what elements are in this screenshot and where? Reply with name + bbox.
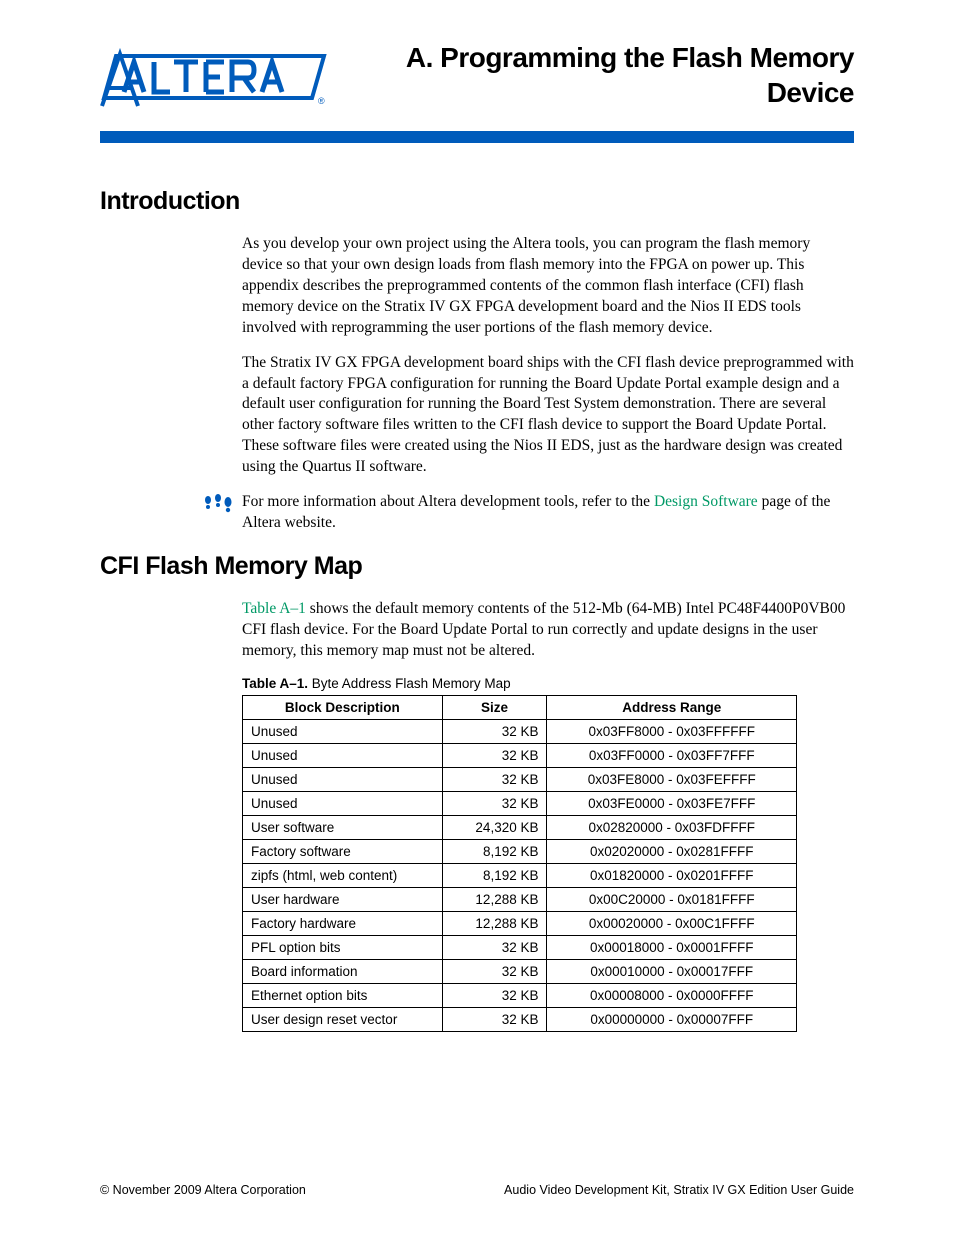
info-note: For more information about Altera develo… [242, 492, 854, 534]
cell-description: Unused [243, 791, 443, 815]
header-divider [100, 131, 854, 143]
cell-size: 32 KB [442, 1007, 547, 1031]
cell-size: 32 KB [442, 743, 547, 767]
cell-size: 24,320 KB [442, 815, 547, 839]
cell-address: 0x00018000 - 0x0001FFFF [547, 935, 797, 959]
col-header-size: Size [442, 695, 547, 719]
cell-address: 0x00008000 - 0x0000FFFF [547, 983, 797, 1007]
col-header-description: Block Description [243, 695, 443, 719]
table-row: Factory hardware12,288 KB0x00020000 - 0x… [243, 911, 797, 935]
table-ref-link[interactable]: Table A–1 [242, 600, 306, 617]
heading-introduction: Introduction [100, 187, 854, 216]
cell-size: 32 KB [442, 935, 547, 959]
cell-address: 0x00000000 - 0x00007FFF [547, 1007, 797, 1031]
flash-memory-table: Block Description Size Address Range Unu… [242, 695, 797, 1032]
cell-address: 0x00010000 - 0x00017FFF [547, 959, 797, 983]
cell-description: Ethernet option bits [243, 983, 443, 1007]
info-footsteps-icon [200, 494, 234, 519]
cell-size: 32 KB [442, 719, 547, 743]
table-row: zipfs (html, web content)8,192 KB0x01820… [243, 863, 797, 887]
cell-size: 32 KB [442, 959, 547, 983]
col-header-address: Address Range [547, 695, 797, 719]
cell-size: 12,288 KB [442, 887, 547, 911]
table-row: Unused32 KB0x03FE8000 - 0x03FEFFFF [243, 767, 797, 791]
cell-address: 0x02820000 - 0x03FDFFFF [547, 815, 797, 839]
cell-description: Board information [243, 959, 443, 983]
table-row: User software24,320 KB0x02820000 - 0x03F… [243, 815, 797, 839]
table-row: User design reset vector32 KB0x00000000 … [243, 1007, 797, 1031]
cell-description: User hardware [243, 887, 443, 911]
cell-size: 32 KB [442, 791, 547, 815]
cell-description: Factory hardware [243, 911, 443, 935]
map-para-1-rest: shows the default memory contents of the… [242, 600, 845, 659]
cell-address: 0x00C20000 - 0x0181FFFF [547, 887, 797, 911]
table-header-row: Block Description Size Address Range [243, 695, 797, 719]
intro-para-1: As you develop your own project using th… [242, 234, 854, 339]
map-para-1: Table A–1 shows the default memory conte… [242, 599, 854, 662]
cell-description: Unused [243, 767, 443, 791]
cell-address: 0x03FF0000 - 0x03FF7FFF [547, 743, 797, 767]
table-row: Unused32 KB0x03FF0000 - 0x03FF7FFF [243, 743, 797, 767]
heading-cfi-map: CFI Flash Memory Map [100, 552, 854, 581]
table-row: Ethernet option bits32 KB0x00008000 - 0x… [243, 983, 797, 1007]
cell-description: Factory software [243, 839, 443, 863]
cell-description: Unused [243, 719, 443, 743]
cell-size: 12,288 KB [442, 911, 547, 935]
cell-size: 8,192 KB [442, 863, 547, 887]
cell-address: 0x01820000 - 0x0201FFFF [547, 863, 797, 887]
cell-address: 0x03FF8000 - 0x03FFFFFF [547, 719, 797, 743]
footer-right: Audio Video Development Kit, Stratix IV … [504, 1183, 854, 1197]
table-row: Unused32 KB0x03FF8000 - 0x03FFFFFF [243, 719, 797, 743]
cell-description: User software [243, 815, 443, 839]
intro-para-2: The Stratix IV GX FPGA development board… [242, 353, 854, 479]
table-caption: Table A–1. Byte Address Flash Memory Map [242, 676, 854, 691]
table-caption-rest: Byte Address Flash Memory Map [308, 676, 511, 691]
footer-left: © November 2009 Altera Corporation [100, 1183, 306, 1197]
cell-description: Unused [243, 743, 443, 767]
info-text-pre: For more information about Altera develo… [242, 493, 654, 510]
design-software-link[interactable]: Design Software [654, 493, 758, 510]
cell-address: 0x03FE0000 - 0x03FE7FFF [547, 791, 797, 815]
cell-address: 0x00020000 - 0x00C1FFFF [547, 911, 797, 935]
cell-description: zipfs (html, web content) [243, 863, 443, 887]
page-title: A. Programming the Flash Memory Device [360, 40, 854, 110]
table-row: PFL option bits32 KB0x00018000 - 0x0001F… [243, 935, 797, 959]
table-row: Unused32 KB0x03FE0000 - 0x03FE7FFF [243, 791, 797, 815]
cell-size: 32 KB [442, 983, 547, 1007]
table-row: User hardware12,288 KB0x00C20000 - 0x018… [243, 887, 797, 911]
cell-description: User design reset vector [243, 1007, 443, 1031]
table-row: Board information32 KB0x00010000 - 0x000… [243, 959, 797, 983]
table-caption-bold: Table A–1. [242, 676, 308, 691]
cell-address: 0x02020000 - 0x0281FFFF [547, 839, 797, 863]
cell-description: PFL option bits [243, 935, 443, 959]
cell-size: 8,192 KB [442, 839, 547, 863]
altera-logo: ® [100, 48, 330, 113]
cell-address: 0x03FE8000 - 0x03FEFFFF [547, 767, 797, 791]
table-row: Factory software8,192 KB0x02020000 - 0x0… [243, 839, 797, 863]
cell-size: 32 KB [442, 767, 547, 791]
svg-text:®: ® [318, 96, 325, 106]
